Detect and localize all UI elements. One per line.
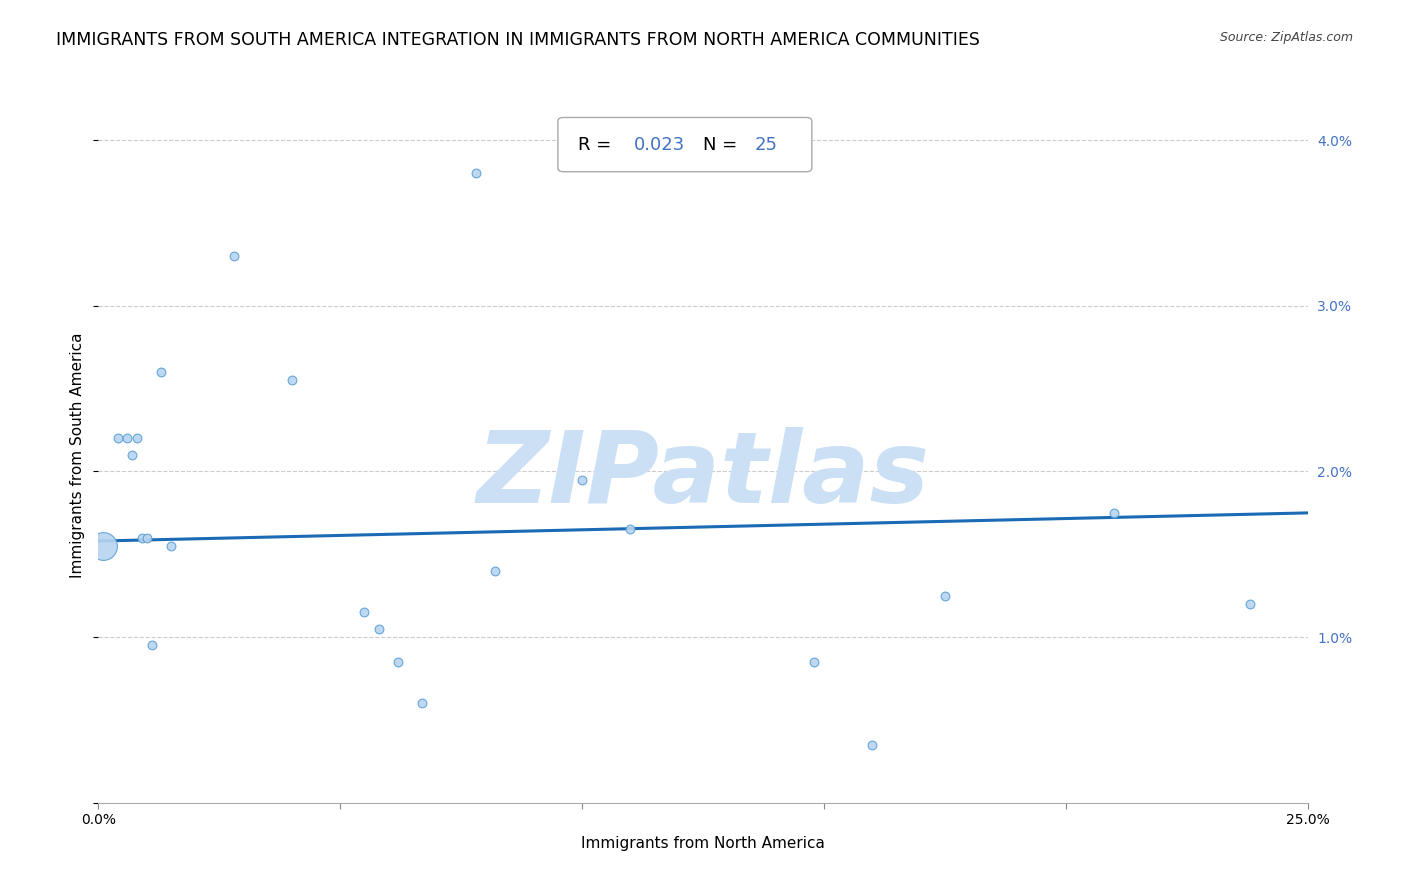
Point xyxy=(141,639,163,653)
Point xyxy=(571,473,593,487)
Text: IMMIGRANTS FROM SOUTH AMERICA INTEGRATION IN IMMIGRANTS FROM NORTH AMERICA COMMU: IMMIGRANTS FROM SOUTH AMERICA INTEGRATIO… xyxy=(56,31,980,49)
Point xyxy=(107,431,129,445)
Point xyxy=(1239,597,1261,611)
Point xyxy=(368,622,391,636)
Point xyxy=(135,531,157,545)
Text: Source: ZipAtlas.com: Source: ZipAtlas.com xyxy=(1219,31,1353,45)
Point xyxy=(411,697,433,711)
Point xyxy=(150,365,173,379)
Text: 25: 25 xyxy=(755,136,778,153)
Point xyxy=(484,564,506,578)
Point xyxy=(1102,506,1125,520)
X-axis label: Immigrants from North America: Immigrants from North America xyxy=(581,836,825,851)
Point xyxy=(619,523,641,537)
Point xyxy=(353,605,375,619)
Point xyxy=(160,539,183,553)
Y-axis label: Immigrants from South America: Immigrants from South America xyxy=(70,332,86,578)
Point xyxy=(127,431,149,445)
Text: 0.023: 0.023 xyxy=(634,136,685,153)
Point xyxy=(281,373,304,387)
Point xyxy=(117,431,139,445)
Point xyxy=(131,531,153,545)
Text: R =: R = xyxy=(578,136,617,153)
Point xyxy=(464,166,486,180)
Point xyxy=(803,655,825,669)
Point xyxy=(121,448,143,462)
Text: N =: N = xyxy=(703,136,742,153)
Text: ZIPatlas: ZIPatlas xyxy=(477,427,929,524)
FancyBboxPatch shape xyxy=(558,118,811,172)
Point xyxy=(222,249,245,263)
Point xyxy=(934,589,956,603)
Point xyxy=(860,738,883,752)
Point xyxy=(387,655,409,669)
Point xyxy=(91,539,114,553)
